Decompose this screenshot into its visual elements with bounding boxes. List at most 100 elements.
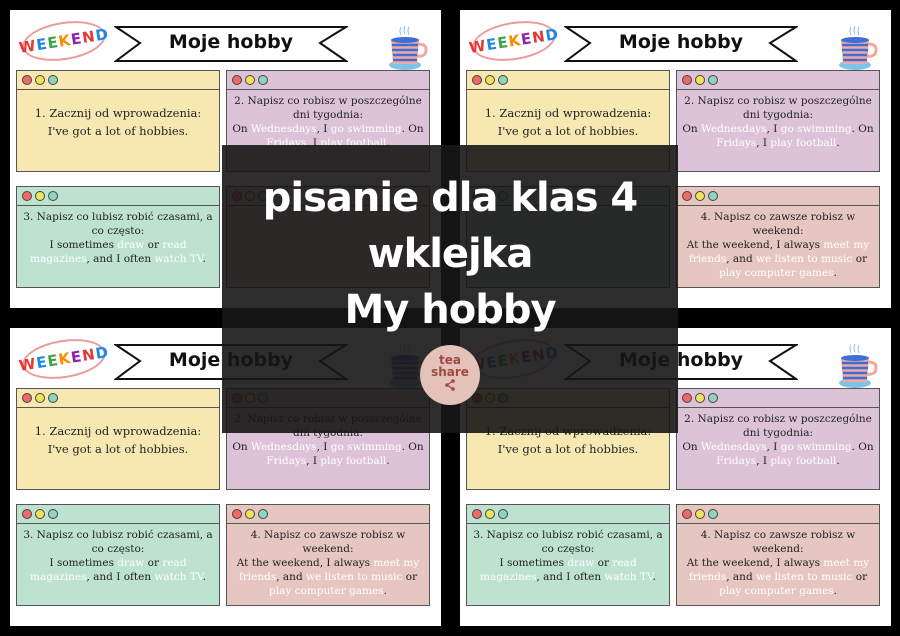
highlighted-phrase: watch TV — [154, 571, 203, 583]
highlighted-phrase: Fridays — [716, 455, 757, 467]
card-title-bar — [467, 505, 669, 524]
example-text: . On — [851, 441, 874, 453]
card-prompt: 3. Napisz co lubisz robić czasami, a co … — [23, 529, 213, 555]
window-dot-icon — [682, 75, 692, 85]
card-title-bar — [467, 71, 669, 90]
window-dot-icon — [22, 191, 32, 201]
example-text: . — [652, 571, 656, 583]
card-title-bar — [227, 505, 429, 524]
sheet-title: Moje hobby — [168, 31, 294, 53]
example-text: . — [386, 137, 390, 149]
window-dot-icon — [245, 509, 255, 519]
card-prompt: 2. Napisz co robisz w poszczególne dni t… — [234, 95, 422, 121]
example-text: , I — [766, 123, 781, 135]
example-text: , and — [726, 571, 757, 583]
highlighted-phrase: play football — [770, 455, 837, 467]
highlighted-phrase: watch TV — [154, 253, 203, 265]
card-title-bar — [677, 505, 879, 524]
task-card: 3. Napisz co lubisz robić czasami, a co … — [466, 504, 670, 606]
card-example: I've got a lot of hobbies. — [471, 440, 665, 458]
overlay-title-line: pisanie dla klas 4 — [262, 175, 639, 221]
card-example: At the weekend, I always meet my friends… — [231, 556, 425, 598]
highlighted-phrase: Wednesdays — [251, 441, 317, 453]
highlighted-phrase: Wednesdays — [701, 123, 767, 135]
example-text: I sometimes — [49, 557, 118, 569]
highlighted-phrase: Fridays — [266, 455, 307, 467]
window-dot-icon — [22, 75, 32, 85]
title-banner: Moje hobby — [564, 23, 798, 63]
example-text: On — [232, 441, 252, 453]
sheet-title: Moje hobby — [618, 31, 744, 53]
example-text: , I — [766, 441, 781, 453]
card-example: I sometimes draw or read magazines, and … — [21, 556, 215, 584]
card-prompt: 3. Napisz co lubisz robić czasami, a co … — [473, 529, 663, 555]
banner-ribbon — [564, 26, 798, 62]
card-example: On Wednesdays, I go swimming. On Fridays… — [681, 122, 875, 150]
highlighted-phrase: Wednesdays — [701, 441, 767, 453]
example-text: . — [836, 137, 840, 149]
highlighted-phrase: play football — [770, 137, 837, 149]
highlighted-phrase: meet my friends — [688, 239, 870, 265]
mug-icon — [839, 343, 878, 388]
highlighted-phrase: go swimming — [330, 123, 402, 135]
example-text: . — [383, 585, 387, 597]
window-dot-icon — [708, 75, 718, 85]
window-dot-icon — [232, 75, 242, 85]
window-dot-icon — [695, 509, 705, 519]
example-text: . — [386, 455, 390, 467]
example-text: or — [402, 571, 418, 583]
overlay-title-line: My hobby — [344, 287, 556, 333]
card-example: I've got a lot of hobbies. — [471, 122, 665, 140]
highlighted-phrase: play computer games — [719, 585, 834, 597]
example-text: . — [833, 585, 837, 597]
card-prompt: 1. Zacznij od wprowadzenia: — [34, 106, 202, 120]
highlighted-phrase: draw — [117, 557, 145, 569]
share-icon — [445, 379, 455, 391]
window-dot-icon — [48, 509, 58, 519]
highlighted-phrase: Wednesdays — [251, 123, 317, 135]
example-text: I've got a lot of hobbies. — [47, 124, 189, 138]
task-card: 2. Napisz co robisz w poszczególne dni t… — [676, 70, 880, 172]
example-text: , I — [756, 455, 771, 467]
window-dot-icon — [708, 509, 718, 519]
highlighted-phrase: play computer games — [719, 267, 834, 279]
card-example: I've got a lot of hobbies. — [21, 440, 215, 458]
highlighted-phrase: draw — [117, 239, 145, 251]
title-overlay: pisanie dla klas 4 wklejka My hobby tea … — [222, 145, 678, 433]
window-dot-icon — [35, 509, 45, 519]
window-dot-icon — [232, 509, 242, 519]
example-text: , and I often — [86, 253, 155, 265]
window-dot-icon — [48, 393, 58, 403]
card-prompt: 4. Napisz co zawsze robisz w weekend: — [700, 211, 856, 237]
example-text: I've got a lot of hobbies. — [497, 442, 639, 456]
example-text: I've got a lot of hobbies. — [47, 442, 189, 456]
example-text: or — [144, 239, 163, 251]
window-dot-icon — [695, 393, 705, 403]
highlighted-phrase: we listen to music — [756, 571, 853, 583]
example-text: , and — [726, 253, 757, 265]
highlighted-phrase: play computer games — [269, 585, 384, 597]
highlighted-phrase: draw — [567, 557, 595, 569]
task-card: 3. Napisz co lubisz robić czasami, a co … — [16, 186, 220, 288]
task-card: 4. Napisz co zawsze robisz w weekend: At … — [676, 504, 880, 606]
window-dot-icon — [48, 75, 58, 85]
example-text: or — [594, 557, 613, 569]
overlay-title-line: wklejka — [367, 231, 534, 277]
window-dot-icon — [695, 75, 705, 85]
highlighted-phrase: go swimming — [780, 123, 852, 135]
highlighted-phrase: meet my friends — [688, 557, 870, 583]
example-text: I've got a lot of hobbies. — [497, 124, 639, 138]
highlighted-phrase: read magazines — [30, 557, 187, 583]
window-dot-icon — [22, 509, 32, 519]
window-dot-icon — [498, 509, 508, 519]
card-example: On Wednesdays, I go swimming. On Fridays… — [681, 440, 875, 468]
example-text: At the weekend, I always — [236, 557, 374, 569]
highlighted-phrase: read magazines — [480, 557, 637, 583]
example-text: . On — [401, 441, 424, 453]
window-dot-icon — [245, 75, 255, 85]
example-text: . — [833, 267, 837, 279]
example-text: On — [232, 123, 252, 135]
card-example: I sometimes draw or read magazines, and … — [471, 556, 665, 584]
